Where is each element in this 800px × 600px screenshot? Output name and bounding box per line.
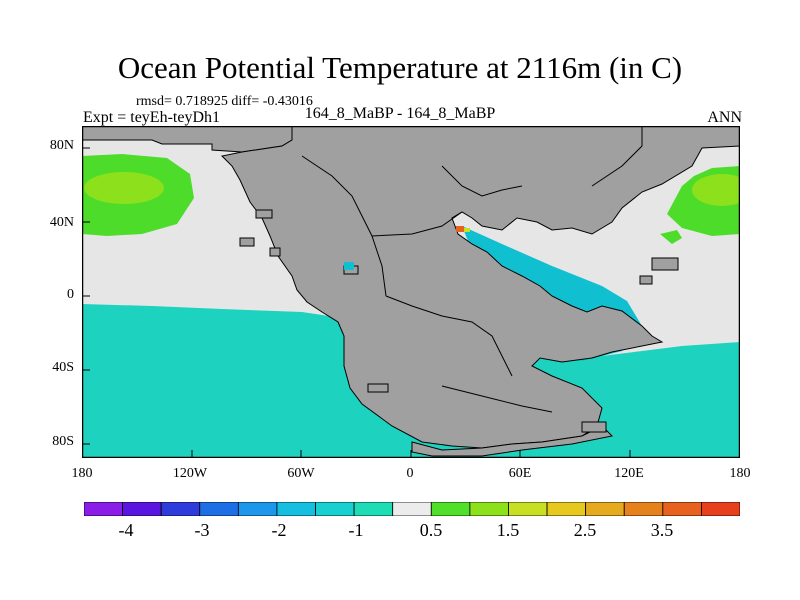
ne-green-sliver [660,230,682,244]
colorbar-box [392,502,432,516]
xtick-0: 0 [406,466,414,481]
ytick-80n: 80N [49,138,74,153]
cbar-label-0p5: 0.5 [419,520,443,540]
nw-warmer-core [84,172,164,204]
stats-text: rmsd= 0.718925 diff= -0.43016 [136,94,313,109]
plot-title: Ocean Potential Temperature at 2116m (in… [117,50,683,85]
land-boundary-4 [441,165,523,197]
colorbar-box [237,502,278,516]
cbar-label-3p5: 3.5 [650,520,674,540]
colorbar-box [430,502,471,516]
xtick-60e: 60E [508,466,532,481]
comparison-label: 164_8_MaBP - 164_8_MaBP [304,105,496,122]
colorbar-box [315,502,355,516]
temperature-map [82,126,740,458]
cbar-label-m4: -4 [118,520,134,540]
xtick-180w: 180 [71,466,93,481]
colorbar-box [662,502,702,516]
ytick-0: 0 [67,287,74,302]
colorbar-box [122,502,162,516]
colorbar-box [160,502,201,516]
land-island-7 [367,383,389,393]
colorbar-box [508,502,548,516]
land-boundary-6 [441,385,553,413]
land-island-5 [651,257,679,271]
land-island-2 [239,237,255,247]
colorbar-box [353,502,394,516]
colorbar-box [623,502,664,516]
land-boundary-2 [371,211,463,237]
cool-patch [344,262,354,270]
warm-spot [456,226,464,232]
colorbar-box [585,502,625,516]
cbar-label-1p5: 1.5 [496,520,520,540]
colorbar-box [469,502,509,516]
land-pangaea [220,126,740,449]
ytick-40s: 40S [52,360,74,375]
land-island-1 [255,209,273,219]
cbar-label-m3: -3 [194,520,210,540]
land-island-3 [269,247,281,257]
ytick-80s: 80S [52,434,74,449]
ytick-40n: 40N [49,215,74,230]
land-boundary-3 [385,295,513,377]
land-boundary-1 [301,155,387,297]
xtick-120w: 120W [172,466,208,481]
land-island-8 [581,421,607,433]
land-antarctic [411,425,614,457]
colorbar-box [546,502,587,516]
xtick-60w: 60W [287,466,315,481]
cbar-label-m2: -2 [271,520,287,540]
cbar-label-2p5: 2.5 [573,520,597,540]
period-label: ANN [707,109,742,126]
xtick-180e: 180 [729,466,751,481]
land-boundary-5 [591,126,643,187]
land-island-6 [639,275,653,285]
colorbar-box [276,502,316,516]
xtick-120e: 120E [614,466,644,481]
experiment-label: Expt = teyEh-teyDh1 [83,109,220,126]
colorbar [84,502,740,516]
ne-warmer-core [692,174,740,206]
colorbar-box [199,502,239,516]
warm-spot-2 [464,228,470,232]
cbar-label-m1: -1 [348,520,364,540]
colorbar-box [701,502,740,516]
colorbar-box [84,502,123,516]
